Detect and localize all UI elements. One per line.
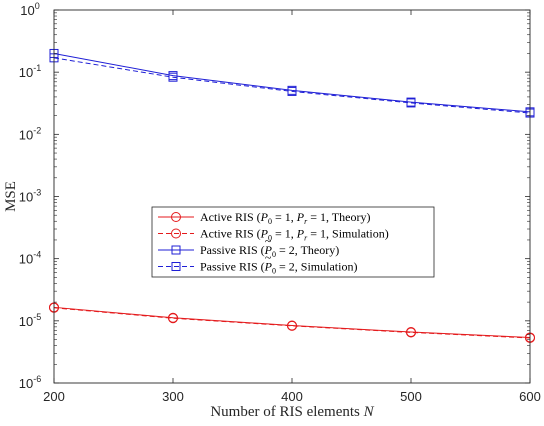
y-tick-exponent: 0	[35, 1, 40, 11]
legend-text-part: = 1,	[272, 210, 297, 224]
y-tick-exponent: -4	[33, 250, 41, 260]
legend-var: P	[264, 243, 273, 257]
x-axis-label: Number of RIS elements N	[210, 404, 374, 420]
legend-var: P	[296, 227, 305, 241]
y-tick-base: 10	[19, 190, 33, 205]
axes-layer: 200 300 400 500 60010010-110-210-310-410-510…	[3, 1, 541, 420]
series-1-point	[406, 327, 416, 338]
x-tick-label: 300	[162, 389, 184, 404]
legend-var: P	[260, 210, 269, 224]
y-tick-label: 10-1	[19, 63, 41, 80]
legend-box	[151, 206, 435, 278]
y-tick-base: 10	[19, 65, 33, 80]
legend-var: P	[264, 260, 273, 274]
y-tick-label: 10-5	[19, 312, 41, 329]
legend-marker-2	[171, 245, 181, 255]
legend-sub: 0	[268, 217, 272, 226]
y-tick-label: 10-4	[19, 250, 41, 267]
y-tick-label: 10-2	[19, 125, 41, 142]
legend-label-1: Active RIS (P0 = 1, Pr = 1, Simulation)	[200, 227, 389, 243]
legend-var: P	[296, 210, 305, 224]
legend-sub: 0	[272, 267, 276, 276]
series-1-point	[168, 313, 178, 324]
legend-text-part: Passive RIS (	[200, 243, 265, 257]
series-line-2	[53, 52, 531, 113]
y-tick-exponent: -3	[33, 188, 41, 198]
legend-label-2: Passive RIS (P0 = 2, Theory)	[200, 243, 339, 259]
x-tick-label: 200	[43, 389, 65, 404]
legend-label-3: Passive RIS (P0 = 2, Simulation)	[200, 260, 357, 276]
legend-text-part: Active RIS (	[200, 210, 261, 224]
y-tick-exponent: -2	[33, 125, 41, 135]
x-tick-label: 500	[400, 389, 422, 404]
y-tick-label: 10-6	[19, 374, 41, 391]
series-1-point	[287, 320, 297, 331]
y-tick-exponent: -5	[33, 312, 41, 322]
legend-text-part: = 1, Simulation)	[307, 227, 388, 241]
series-line-3	[53, 57, 531, 114]
y-tick-base: 10	[19, 376, 33, 391]
legend-marker-1	[171, 228, 181, 239]
series-line-0	[53, 306, 531, 338]
legend: Active RIS (P0 = 1, Pr = 1, Theory)Activ…	[151, 206, 435, 278]
legend-tilde-accent: ~	[265, 234, 272, 248]
y-tick-base: 10	[19, 127, 33, 142]
y-tick-exponent: -1	[33, 63, 41, 73]
y-tick-base: 10	[19, 252, 33, 267]
series-3-point	[287, 86, 297, 96]
y-axis-label: MSE	[3, 181, 19, 212]
legend-text-part: Passive RIS (	[200, 260, 265, 274]
legend-text-part: = 1, Theory)	[307, 210, 370, 224]
legend-text-part: = 2, Simulation)	[276, 260, 357, 274]
legend-sub: r	[304, 217, 308, 226]
legend-marker-3	[171, 262, 181, 271]
series-3-point	[406, 98, 416, 108]
legend-tilde-accent: ~	[265, 251, 272, 265]
x-tick-label: 400	[281, 389, 303, 404]
y-tick-label: 100	[20, 1, 39, 18]
x-tick-label: 600	[519, 389, 541, 404]
y-tick-base: 10	[19, 314, 33, 329]
y-tick-exponent: -6	[33, 374, 41, 384]
legend-var: P	[260, 227, 269, 241]
y-tick-base: 10	[20, 3, 34, 18]
legend-marker-0	[171, 212, 181, 222]
plot-area	[54, 10, 530, 383]
legend-sub: r	[304, 234, 308, 243]
y-tick-label: 10-3	[19, 188, 41, 205]
legend-sub: 0	[268, 234, 272, 243]
legend-sub: 0	[272, 250, 276, 259]
legend-text-part: = 2, Theory)	[276, 243, 339, 257]
legend-text-part: = 1,	[272, 227, 297, 241]
legend-label-0: Active RIS (P0 = 1, Pr = 1, Theory)	[200, 210, 370, 226]
series-3-point	[168, 72, 178, 82]
x-axis-label-var: N	[363, 404, 375, 420]
x-axis-label-text: Number of RIS elements	[210, 404, 363, 420]
legend-text-part: Active RIS (	[200, 227, 261, 241]
